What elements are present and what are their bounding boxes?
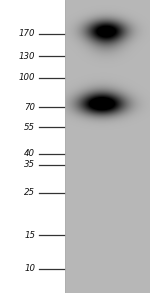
Text: 15: 15	[24, 231, 35, 240]
Text: 35: 35	[24, 160, 35, 169]
Text: 40: 40	[24, 149, 35, 158]
Text: 130: 130	[19, 52, 35, 61]
Text: 25: 25	[24, 188, 35, 197]
Text: 100: 100	[19, 73, 35, 82]
Text: 70: 70	[24, 103, 35, 112]
Text: 10: 10	[24, 264, 35, 273]
Text: 55: 55	[24, 123, 35, 132]
Text: 170: 170	[19, 29, 35, 38]
Bar	[0, 0, 65, 293]
